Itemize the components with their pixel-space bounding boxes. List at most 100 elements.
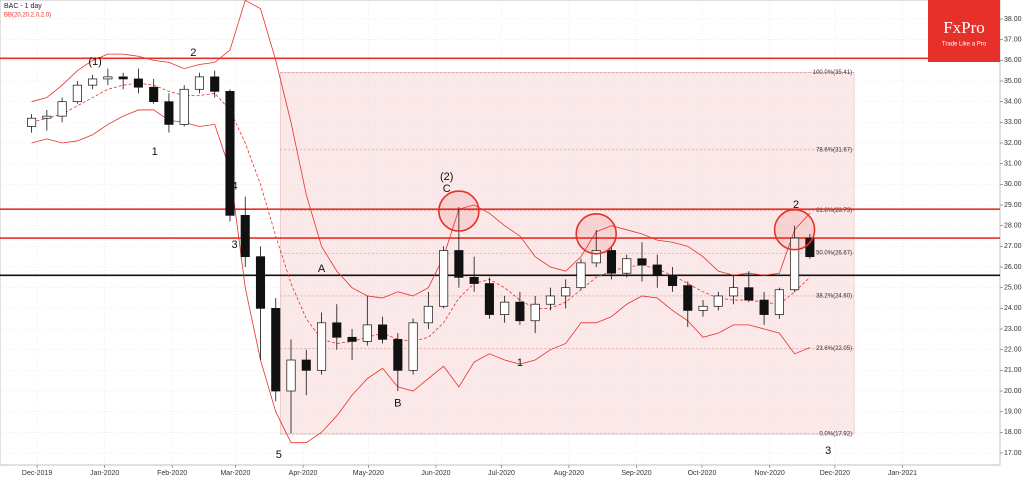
y-tick-label: 19.00: [1004, 409, 1022, 416]
y-tick-label: 22.00: [1004, 347, 1022, 354]
x-tick-label: Nov-2020: [754, 470, 784, 477]
candle-body: [515, 301, 525, 322]
candle-body: [469, 276, 479, 284]
y-tick-label: 20.00: [1004, 388, 1022, 395]
x-tick-label: Aug-2020: [554, 470, 584, 477]
candle-body: [591, 250, 601, 264]
wave-label: B: [394, 397, 401, 409]
y-tick-label: 38.00: [1004, 16, 1022, 23]
candle-body: [408, 322, 418, 371]
bollinger-band: [31, 0, 811, 299]
y-tick-label: 21.00: [1004, 367, 1022, 374]
candle-body: [500, 301, 510, 315]
candle-body: [393, 338, 403, 371]
wave-label: (2): [440, 171, 453, 183]
fib-label: 0.0%(17.92): [819, 432, 852, 438]
y-tick-label: 24.00: [1004, 305, 1022, 312]
indicator-label: BB(20,20,2,0,2.0): [4, 13, 51, 19]
fib-label: 61.8%(28.73): [816, 208, 852, 214]
candle-body: [637, 258, 647, 266]
wave-label: 1: [517, 357, 523, 369]
wave-label: A: [318, 263, 326, 275]
candle-body: [454, 250, 464, 278]
candle-body: [210, 76, 220, 92]
x-tick-label: Jul-2020: [488, 470, 515, 477]
y-tick-label: 30.00: [1004, 181, 1022, 188]
y-tick-label: 26.00: [1004, 264, 1022, 271]
wave-label: 1: [152, 146, 158, 158]
candle-body: [561, 287, 571, 297]
x-tick-label: Jan-2020: [90, 470, 119, 477]
y-tick-label: 18.00: [1004, 429, 1022, 436]
candle-body: [88, 78, 98, 86]
wave-label: 5: [276, 449, 282, 461]
y-tick-label: 29.00: [1004, 202, 1022, 209]
logo-box: [928, 0, 1000, 62]
x-tick-label: Jun-2020: [421, 470, 450, 477]
candle-body: [378, 324, 388, 340]
candle-body: [271, 307, 281, 392]
candle-body: [72, 84, 82, 103]
candle-body: [362, 324, 372, 342]
wave-label: 3: [231, 239, 237, 251]
candle-body: [225, 90, 235, 216]
candle-body: [316, 322, 327, 371]
candle-body: [759, 299, 769, 315]
logo: FxPro: [943, 18, 985, 37]
highlight-circle: [773, 208, 816, 251]
candle-body: [332, 322, 342, 338]
bollinger-band: [31, 109, 811, 444]
y-tick-label: 35.00: [1004, 78, 1022, 85]
y-tick-label: 37.00: [1004, 37, 1022, 44]
candle-body: [774, 289, 784, 315]
candle-body: [606, 250, 617, 274]
candle-body: [622, 258, 632, 274]
candle-body: [42, 115, 52, 119]
fib-label: 100.0%(35.41): [813, 70, 852, 76]
y-tick-label: 27.00: [1004, 243, 1022, 250]
y-tick-label: 17.00: [1004, 450, 1022, 457]
candle-body: [698, 305, 708, 311]
candle-body: [439, 250, 449, 307]
x-tick-label: Apr-2020: [289, 470, 318, 477]
x-tick-label: May-2020: [353, 470, 384, 477]
x-tick-label: Feb-2020: [157, 470, 187, 477]
fib-label: 50.0%(26.67): [816, 251, 852, 257]
bollinger-band: [31, 82, 811, 344]
candle-body: [149, 86, 159, 103]
wave-label: 3: [825, 445, 831, 457]
candle-body: [667, 274, 678, 286]
candle-body: [729, 287, 739, 297]
x-tick-label: Dec-2020: [820, 470, 850, 477]
wave-label: 4: [231, 180, 237, 192]
candle-body: [347, 336, 357, 342]
y-tick-label: 36.00: [1004, 57, 1022, 64]
candle-body: [179, 88, 189, 125]
x-tick-label: Jan-2021: [888, 470, 917, 477]
highlight-circle: [575, 213, 618, 255]
candle-body: [713, 295, 723, 307]
wave-label: 2: [793, 199, 799, 211]
candle-body: [805, 237, 815, 258]
y-tick-label: 32.00: [1004, 140, 1022, 147]
candle-body: [240, 214, 250, 258]
candle-body: [744, 287, 754, 301]
y-tick-label: 28.00: [1004, 223, 1022, 230]
plot-area: [0, 0, 1001, 466]
x-tick-label: Mar-2020: [220, 470, 250, 477]
candle-body: [164, 101, 174, 125]
wave-label: (1): [88, 56, 101, 68]
candle-body: [194, 76, 204, 90]
candle-body: [683, 285, 693, 311]
x-tick-label: Dec-2019: [22, 470, 52, 477]
wave-label: 2: [190, 47, 196, 59]
fib-label: 38.2%(24.60): [816, 294, 852, 300]
candle-body: [255, 256, 266, 309]
fib-label: 78.6%(31.67): [816, 147, 852, 153]
x-tick-label: Sep-2020: [621, 470, 651, 477]
candle-body: [27, 117, 37, 127]
candle-body: [103, 76, 113, 80]
candle-body: [423, 305, 433, 324]
x-tick-label: Oct-2020: [688, 470, 717, 477]
